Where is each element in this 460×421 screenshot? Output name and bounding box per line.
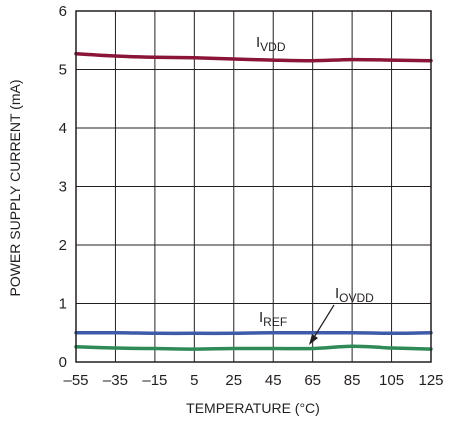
- label-iovdd-sub: OVDD: [339, 291, 374, 305]
- x-tick-label: 65: [304, 372, 321, 389]
- x-tick-label: 85: [344, 372, 361, 389]
- x-tick-labels: –55 –35 –15 5 25 45 65 85 105 125: [63, 372, 443, 389]
- y-tick-label: 6: [59, 3, 67, 20]
- label-ivdd-sub: VDD: [260, 40, 286, 54]
- x-tick-label: 45: [265, 372, 282, 389]
- series-line-iovdd: [74, 344, 433, 351]
- x-tick-label: 105: [379, 372, 404, 389]
- x-axis-label: TEMPERATURE (°C): [186, 400, 320, 416]
- x-tick-label: 125: [418, 372, 443, 389]
- label-iovdd: IOVDD: [335, 285, 374, 305]
- iovdd-pointer-arrowhead: [309, 334, 318, 345]
- grid: [76, 11, 431, 362]
- x-tick-label: –55: [63, 372, 88, 389]
- y-tick-label: 5: [59, 62, 67, 79]
- label-iref-sub: REF: [263, 315, 287, 329]
- label-iref: IREF: [259, 309, 287, 329]
- label-iovdd-main: I: [335, 285, 339, 302]
- x-tick-label: 25: [225, 372, 242, 389]
- x-tick-label: 5: [190, 372, 198, 389]
- y-tick-labels: 0 1 2 3 4 5 6: [59, 3, 67, 371]
- y-tick-label: 0: [59, 354, 67, 371]
- series-line-iref: [74, 331, 433, 336]
- y-tick-label: 3: [59, 179, 67, 196]
- plot-frame: [75, 10, 432, 363]
- label-ivdd: IVDD: [256, 34, 286, 54]
- label-iref-main: I: [259, 309, 263, 326]
- iovdd-pointer-line: [312, 304, 335, 340]
- y-tick-label: 4: [59, 120, 67, 137]
- y-tick-label: 2: [59, 237, 67, 254]
- y-axis-label: POWER SUPPLY CURRENT (mA): [7, 79, 23, 296]
- series-lines: [74, 51, 433, 351]
- series-line-ivdd: [74, 51, 433, 63]
- x-tick-label: –15: [142, 372, 167, 389]
- label-ivdd-main: I: [256, 34, 260, 51]
- y-tick-label: 1: [59, 296, 67, 313]
- x-tick-label: –35: [103, 372, 128, 389]
